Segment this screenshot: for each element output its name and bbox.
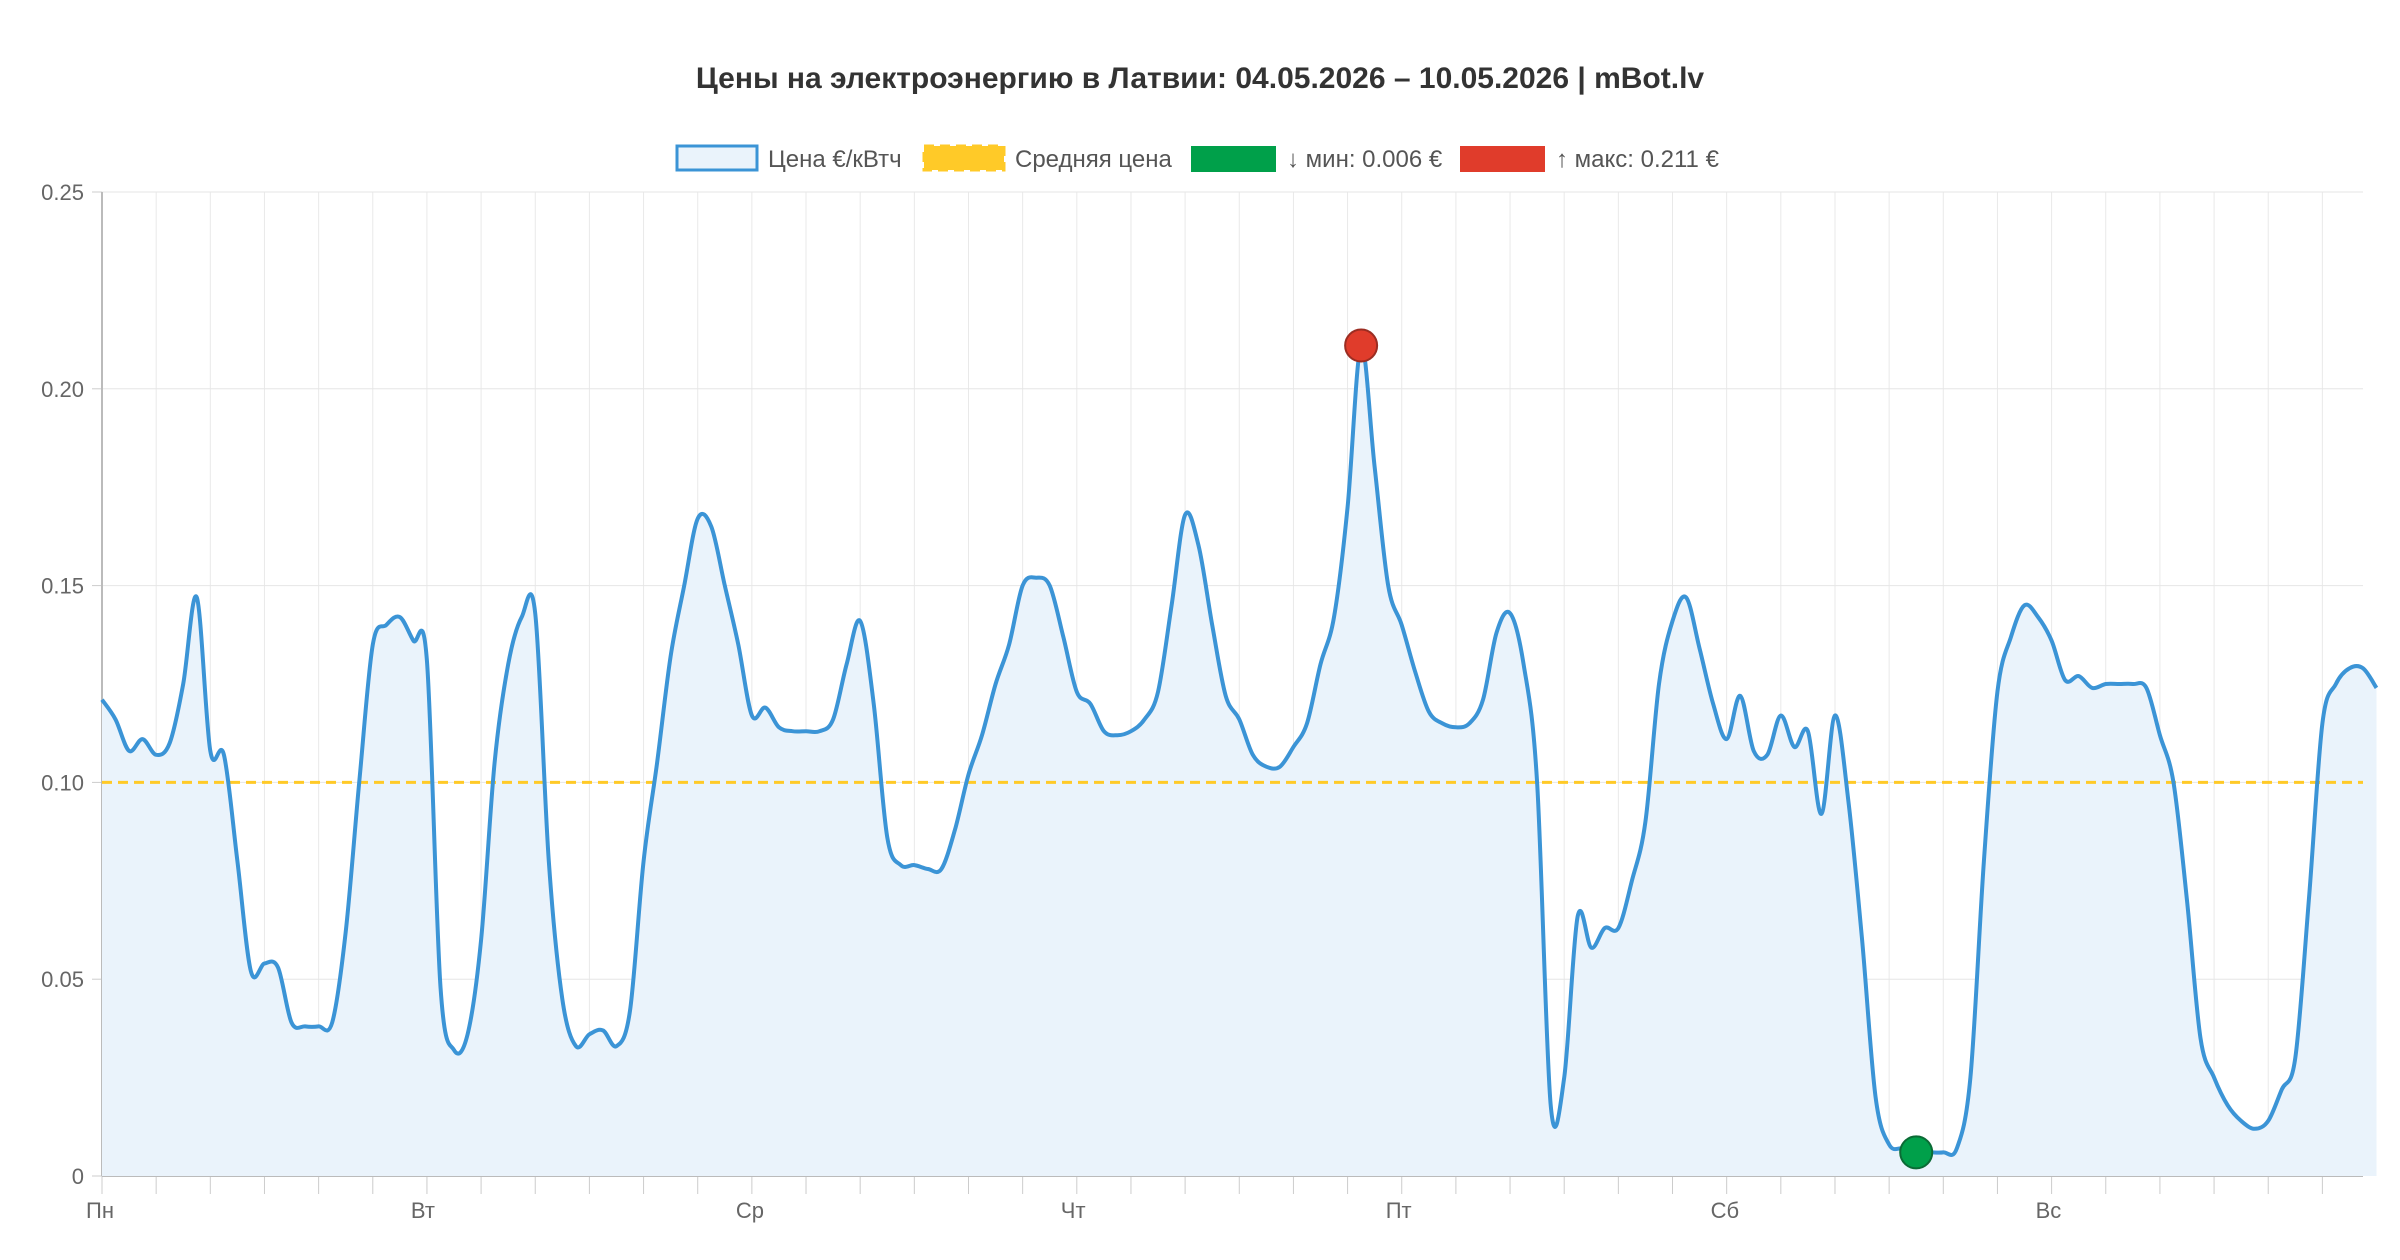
max-point-marker[interactable] <box>1344 328 1379 363</box>
legend-item-average[interactable]: Средняя цена <box>922 144 1172 173</box>
legend-label-average: Средняя цена <box>1015 146 1172 173</box>
legend-swatch-max <box>1460 146 1545 172</box>
legend-item-min[interactable]: ↓ мин: 0.006 € <box>1191 146 1443 173</box>
plot-area <box>100 328 2379 1176</box>
price-area <box>102 345 2377 1176</box>
y-tick-label: 0.15 <box>41 574 84 599</box>
chart-title: Цены на электроэнергию в Латвии: 04.05.2… <box>696 62 1705 95</box>
legend-label-max: ↑ макс: 0.211 € <box>1556 146 1720 173</box>
min-point-marker[interactable] <box>1899 1135 1934 1170</box>
y-tick-label: 0 <box>72 1164 84 1189</box>
legend-swatch-average <box>922 144 1006 172</box>
legend-swatch-price <box>675 144 759 172</box>
y-tick-label: 0.20 <box>41 377 84 402</box>
legend: Цена €/кВтч Средняя цена ↓ мин: 0.006 € … <box>675 144 1720 173</box>
legend-item-price[interactable]: Цена €/кВтч <box>675 144 902 173</box>
price-line <box>100 343 2379 1157</box>
x-tick-label: Чт <box>1061 1198 1086 1223</box>
x-axis: Пн Вт Ср Чт Пт Сб Вс <box>86 1175 2363 1223</box>
y-tick-label: 0.10 <box>41 770 84 795</box>
x-tick-label: Вс <box>2036 1198 2062 1223</box>
x-tick-label: Пн <box>86 1198 114 1223</box>
legend-swatch-min <box>1191 146 1276 172</box>
y-tick-label: 0.05 <box>41 967 84 992</box>
x-tick-label: Ср <box>736 1198 764 1223</box>
legend-label-min: ↓ мин: 0.006 € <box>1287 146 1443 173</box>
y-tick-label: 0.25 <box>41 180 84 205</box>
x-tick-label: Пт <box>1386 1198 1412 1223</box>
legend-label-price: Цена €/кВтч <box>768 146 902 173</box>
x-tick-label: Вт <box>411 1198 435 1223</box>
legend-item-max[interactable]: ↑ макс: 0.211 € <box>1460 146 1720 173</box>
y-axis: 0 0.05 0.10 0.15 0.20 0.25 <box>41 180 103 1189</box>
x-tick-label: Сб <box>1711 1198 1740 1223</box>
